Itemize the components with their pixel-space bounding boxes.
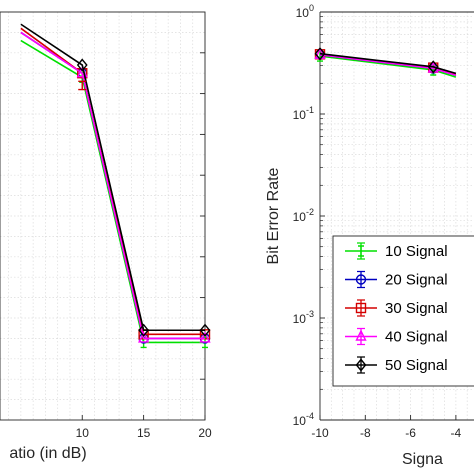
series-line-5	[319, 52, 457, 75]
series-line-1	[20, 39, 205, 344]
y-tick-base: 10	[293, 210, 307, 224]
series-line-4	[319, 54, 457, 76]
y-tick-exponent: -1	[306, 105, 314, 115]
legend-item: 40 Signal	[345, 327, 448, 346]
x-axis-label: atio (in dB)	[9, 445, 86, 462]
x-tick-label: -6	[405, 426, 416, 440]
series-line-4	[20, 31, 205, 340]
x-tick-label: -8	[360, 426, 371, 440]
legend: 10 Signal 20 Signal 30 Signal 40 Signal 50 S…	[332, 235, 474, 387]
y-tick-exponent: -2	[306, 207, 314, 217]
legend-item: 10 Signal	[345, 242, 448, 260]
data-point	[199, 331, 211, 343]
left-chart: 10 15 20 atio (in dB)	[0, 11, 212, 462]
series-line-5	[20, 23, 205, 332]
y-tick-label: 10-4	[293, 411, 314, 428]
y-tick-base: 10	[296, 6, 310, 20]
y-tick-label: 100	[296, 3, 314, 20]
legend-label: 50 Signal	[385, 357, 448, 374]
data-point	[427, 60, 439, 74]
legend-errorbar	[357, 242, 365, 260]
legend-errorbar	[357, 270, 365, 289]
data-point	[138, 323, 150, 337]
x-tick-label: -4	[451, 426, 462, 440]
legend-errorbar	[357, 327, 365, 346]
y-tick-label: 10-2	[293, 207, 314, 224]
y-tick-base: 10	[293, 414, 307, 428]
error-bar	[78, 80, 87, 91]
data-point	[76, 58, 88, 72]
series-group	[20, 23, 211, 349]
legend-label: 10 Signal	[385, 243, 448, 260]
x-tick-label: 15	[137, 426, 151, 440]
legend-errorbar	[357, 356, 365, 374]
data-point	[137, 331, 150, 343]
y-tick-exponent: -4	[306, 411, 314, 421]
y-axis-label: Bit Error Rate	[265, 167, 282, 264]
legend-item: 20 Signal	[345, 270, 448, 289]
y-tick-exponent: -3	[306, 309, 314, 319]
legend-label: 40 Signal	[385, 329, 448, 346]
legend-errorbar	[357, 299, 365, 317]
legend-item: 30 Signal	[345, 299, 448, 317]
x-tick-label: 10	[76, 426, 90, 440]
x-tick-label: -10	[311, 426, 329, 440]
legend-label: 20 Signal	[385, 272, 448, 289]
data-point	[314, 47, 326, 61]
y-tick-label: 10-1	[293, 105, 314, 122]
y-tick-base: 10	[293, 108, 307, 122]
legend-item: 50 Signal	[345, 356, 448, 374]
series-group	[314, 47, 457, 78]
x-axis-label: Signa	[402, 451, 443, 468]
data-point	[199, 323, 211, 337]
y-tick-exponent: 0	[309, 3, 314, 13]
y-tick-base: 10	[293, 312, 307, 326]
x-tick-label: 20	[198, 426, 212, 440]
legend-label: 30 Signal	[385, 300, 448, 317]
y-tick-label: 10-3	[293, 309, 314, 326]
